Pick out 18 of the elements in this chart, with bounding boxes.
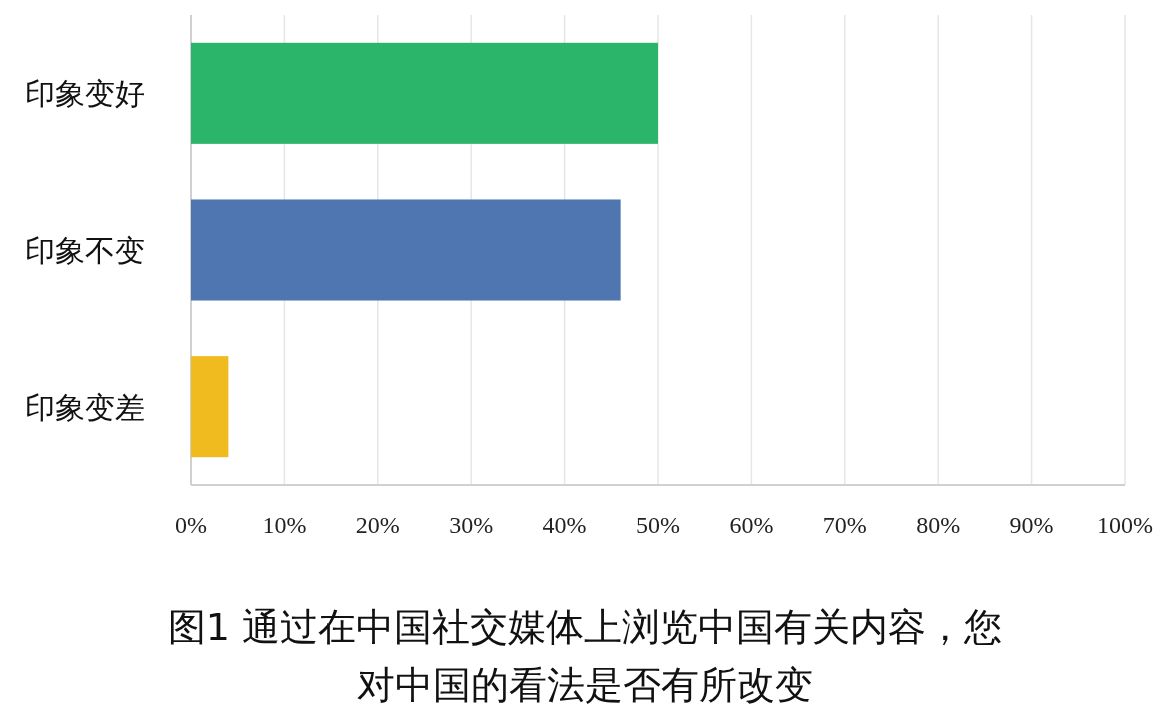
x-tick-label: 0% [175, 512, 207, 538]
x-tick-label: 40% [542, 512, 587, 538]
x-tick-label: 70% [822, 512, 867, 538]
x-tick-label: 10% [262, 512, 307, 538]
text: 图1 通过在中国社交媒体上浏览中国有关内容，您对中国的看法是否有所改变 [166, 604, 1004, 709]
x-tick-label: 20% [355, 512, 400, 538]
y-tick-label: 印象变好 [25, 76, 145, 112]
x-tick-label: 100% [1097, 512, 1153, 538]
x-tick-label: 50% [636, 512, 680, 538]
x-tick-label: 60% [729, 512, 774, 538]
bar [191, 42, 658, 144]
x-tick-label: 90% [1009, 512, 1054, 538]
x-tick-label: 80% [916, 512, 961, 538]
bar [191, 199, 621, 301]
x-tick-label: 30% [449, 512, 494, 538]
y-tick-label: 印象变差 [25, 389, 145, 425]
bar [191, 356, 229, 458]
y-tick-label: 印象不变 [25, 233, 145, 268]
